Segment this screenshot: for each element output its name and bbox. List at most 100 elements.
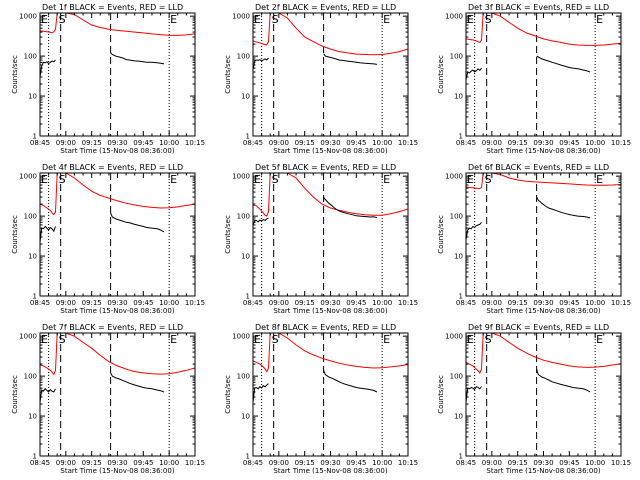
panel-title: Det 5f BLACK = Events, RED = LLD [255,163,396,172]
saa-marker: S [485,173,492,186]
x-axis-label: Start Time (15-Nov-08 08:36:00) [60,307,174,315]
x-axis-label: Start Time (15-Nov-08 08:36:00) [486,307,600,315]
lld-series-line [40,13,195,36]
y-tick-label: 100 [450,373,463,381]
events-series-line [323,196,378,219]
x-tick-label: 08:45 [243,139,263,147]
y-tick-label: 1 [459,453,463,461]
saa-marker: S [485,333,492,346]
plot-frame [252,172,409,297]
saa-marker: S [272,173,279,186]
end-event-marker: E [170,13,177,26]
x-tick-label: 08:45 [30,139,50,147]
x-tick-label: 09:45 [559,139,579,147]
y-tick-label: 1000 [19,13,37,21]
y-tick-label: 1000 [19,173,37,181]
detector-panel-7: Det 7f BLACK = Events, RED = LLD 1 10 100 10… [11,323,205,475]
end-event-marker: E [383,13,390,26]
detector-panel-6: Det 6f BLACK = Events, RED = LLD 1 10 100 10… [437,163,631,315]
events-series-line [466,221,482,241]
events-series-line [323,53,378,65]
x-tick-label: 09:00 [482,459,502,467]
plot-frame [465,332,622,457]
x-tick-label: 09:15 [508,299,528,307]
x-tick-label: 10:00 [159,139,179,147]
detector-panel-1: Det 1f BLACK = Events, RED = LLD 1 10 100 10… [11,3,205,155]
x-tick-label: 09:30 [320,299,340,307]
x-tick-label: 10:00 [372,139,392,147]
x-tick-label: 08:45 [30,299,50,307]
saa-marker: S [485,13,492,26]
panel-title: Det 6f BLACK = Events, RED = LLD [468,163,609,172]
y-axis-label: Counts/sec [437,375,445,414]
y-tick-label: 10 [241,413,250,421]
events-series-line [253,57,269,71]
lld-series-line [466,13,621,46]
x-tick-label: 10:00 [372,459,392,467]
x-axis-label: Start Time (15-Nov-08 08:36:00) [60,467,174,475]
detector-panel-5: Det 5f BLACK = Events, RED = LLD 1 10 100 10… [224,163,418,315]
x-tick-label: 09:30 [533,139,553,147]
start-event-marker: E [254,173,261,186]
x-tick-label: 09:00 [269,299,289,307]
x-tick-label: 09:45 [346,299,366,307]
start-event-marker: E [41,333,48,346]
x-axis-label: Start Time (15-Nov-08 08:36:00) [486,147,600,155]
lld-series-line [253,173,408,217]
saa-marker: S [59,13,66,26]
x-tick-label: 08:45 [456,459,476,467]
end-event-marker: E [170,173,177,186]
x-tick-label: 09:30 [533,299,553,307]
y-tick-label: 10 [28,253,37,261]
detector-panel-4: Det 4f BLACK = Events, RED = LLD 1 10 100 10… [11,163,205,315]
x-tick-label: 08:45 [30,459,50,467]
x-tick-label: 09:30 [107,299,127,307]
lld-series-line [40,173,195,216]
y-tick-label: 100 [237,213,250,221]
panel-title: Det 2f BLACK = Events, RED = LLD [255,3,396,12]
saa-marker: S [272,13,279,26]
y-axis-label: Counts/sec [224,215,232,254]
x-tick-label: 10:00 [372,299,392,307]
x-tick-label: 09:30 [107,139,127,147]
events-series-line [110,212,165,233]
x-tick-label: 09:00 [482,299,502,307]
x-tick-label: 10:15 [611,299,631,307]
y-tick-label: 1 [459,133,463,141]
x-tick-label: 09:15 [508,139,528,147]
y-tick-label: 10 [28,413,37,421]
y-axis-label: Counts/sec [437,215,445,254]
start-event-marker: E [254,333,261,346]
plot-frame [465,12,622,137]
x-tick-label: 10:00 [159,299,179,307]
x-tick-label: 10:15 [611,459,631,467]
y-tick-label: 1 [246,133,250,141]
y-tick-label: 10 [454,93,463,101]
x-tick-label: 09:00 [56,459,76,467]
saa-marker: S [59,333,66,346]
lld-series-line [466,333,621,374]
x-tick-label: 10:00 [585,459,605,467]
plot-frame [39,12,196,137]
detector-panel-2: Det 2f BLACK = Events, RED = LLD 1 10 100 10… [224,3,418,155]
y-tick-label: 1 [459,293,463,301]
x-tick-label: 10:15 [398,139,418,147]
y-tick-label: 1 [33,453,37,461]
y-tick-label: 1 [246,293,250,301]
y-tick-label: 1000 [445,333,463,341]
events-series-line [253,217,269,226]
y-tick-label: 1 [33,293,37,301]
x-tick-label: 09:15 [295,299,315,307]
x-axis-label: Start Time (15-Nov-08 08:36:00) [273,467,387,475]
x-tick-label: 09:45 [559,459,579,467]
events-series-line [466,385,482,403]
x-tick-label: 09:15 [82,459,102,467]
y-tick-label: 10 [454,253,463,261]
y-axis-label: Counts/sec [224,375,232,414]
x-tick-label: 09:15 [295,459,315,467]
x-tick-label: 09:45 [559,299,579,307]
panel-title: Det 7f BLACK = Events, RED = LLD [42,323,183,332]
y-tick-label: 1000 [232,13,250,21]
start-event-marker: E [41,173,48,186]
